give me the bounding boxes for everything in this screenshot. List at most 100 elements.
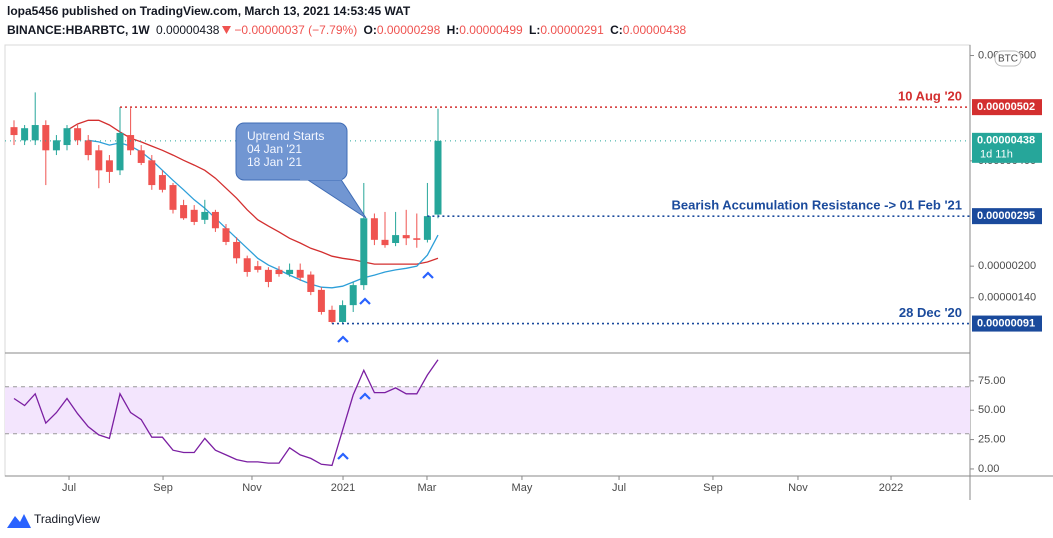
price-label: 0.00000295: [977, 210, 1035, 222]
candle-body: [254, 266, 262, 270]
candle-body: [95, 150, 103, 171]
candle-body: [190, 209, 198, 222]
candle-body: [370, 218, 378, 240]
candle-body: [137, 150, 145, 163]
y-tick-label: 50.00: [978, 404, 1006, 416]
up-arrow: [337, 335, 349, 343]
candle-body: [392, 235, 400, 243]
level-note: Bearish Accumulation Resistance -> 01 Fe…: [671, 198, 962, 213]
candle-body: [222, 228, 230, 242]
publish-line: lopa5456 published on TradingView.com, M…: [7, 4, 413, 18]
callout-text: 18 Jan '21: [247, 155, 302, 169]
down-triangle: [222, 26, 232, 34]
symbol: BINANCE:HBARBTC, 1W: [7, 23, 150, 37]
last: 0.00000438: [156, 23, 220, 37]
publish-text: lopa5456 published on TradingView.com, M…: [7, 4, 411, 18]
candle-body: [286, 269, 294, 275]
rsi-line: [13, 359, 439, 467]
callout-tail: [303, 177, 367, 219]
candle-body: [180, 205, 188, 219]
candle-body: [275, 269, 283, 275]
candle-body: [317, 289, 325, 312]
y-tick-label: 0.00000140: [978, 292, 1036, 304]
callout-box: [235, 122, 348, 181]
candle-body: [328, 309, 336, 322]
rsi-pane: 75.00 50.00 25.00 0.00: [5, 359, 1006, 475]
x-tick-label: Jul: [62, 482, 76, 494]
candle-body: [264, 269, 272, 282]
callout-text: Uptrend Starts: [247, 129, 324, 143]
h: 0.00000499: [459, 23, 523, 37]
o: 0.00000298: [376, 23, 441, 37]
up-arrow: [359, 297, 371, 305]
candle-body: [127, 135, 135, 151]
price-label: 0.00000502: [977, 101, 1035, 113]
candle-body: [21, 128, 29, 141]
logo: TradingView: [7, 512, 100, 528]
price-label-box: [972, 208, 1042, 225]
brand: TradingView: [34, 512, 100, 526]
price-label-box: [972, 132, 1042, 163]
candle-body: [349, 285, 357, 306]
candle-body: [413, 238, 421, 240]
up-arrow: [422, 271, 434, 279]
l-label: L:: [529, 23, 541, 37]
candle-body: [74, 128, 82, 141]
x-tick-label: Sep: [703, 482, 723, 494]
callout-text: 04 Jan '21: [247, 142, 302, 156]
logo-icon: [7, 514, 31, 528]
quote-line: BINANCE:HBARBTC, 1W 0.00000438 −0.0000003…: [7, 23, 689, 37]
candle-body: [169, 185, 177, 210]
change: −0.00000037 (−7.79%): [234, 23, 358, 37]
y-tick-label: 0.00: [978, 463, 999, 475]
candle-body: [211, 211, 219, 229]
x-tick-label: Nov: [242, 482, 262, 494]
y-tick-label: 25.00: [978, 433, 1006, 445]
x-tick-label: Jul: [612, 482, 626, 494]
candle-body: [381, 239, 389, 246]
y-tick-label: 0.00000200: [978, 260, 1036, 272]
x-tick-label: 2021: [331, 482, 355, 494]
candle-body: [296, 269, 304, 278]
up-arrow: [337, 452, 349, 460]
candle-body: [148, 160, 156, 186]
candle-body: [339, 305, 347, 322]
price-label: 0.00000091: [977, 317, 1035, 329]
up-arrow: [359, 392, 371, 400]
price-countdown: 1d 11h: [980, 149, 1013, 161]
candle-body: [10, 127, 18, 136]
callout-joint: [300, 176, 342, 180]
h-label: H:: [446, 23, 460, 37]
candle-body: [52, 140, 60, 151]
x-tick-label: Nov: [788, 482, 808, 494]
candle-body: [31, 125, 39, 141]
candle-body: [423, 216, 431, 240]
currency-badge: [994, 50, 1022, 67]
candle-body: [84, 140, 92, 156]
y-tick-label: 75.00: [978, 375, 1006, 387]
l: 0.00000291: [540, 23, 604, 37]
candle-body: [233, 241, 241, 259]
c-label: C:: [610, 23, 623, 37]
x-tick-label: Mar: [417, 482, 436, 494]
candle-body: [402, 235, 410, 239]
candle-body: [434, 140, 442, 215]
x-tick-label: Sep: [153, 482, 173, 494]
level-note: 10 Aug '20: [898, 89, 962, 104]
candle-body: [105, 160, 113, 172]
candle-body: [42, 125, 50, 151]
currency-text: BTC: [998, 54, 1018, 65]
rsi-band: [5, 386, 970, 434]
price-label: 0.00000438: [977, 135, 1035, 147]
candle-body: [158, 175, 166, 190]
o-label: O:: [363, 23, 377, 37]
price-label-box: [972, 315, 1042, 332]
candle-body: [243, 258, 251, 272]
price-pane: 0.000006000.000004000.000002000.00000140…: [5, 49, 1042, 494]
candle-body: [201, 211, 209, 220]
price-label-box: [972, 99, 1042, 116]
candle-body: [116, 132, 124, 171]
level-note: 28 Dec '20: [899, 305, 962, 320]
